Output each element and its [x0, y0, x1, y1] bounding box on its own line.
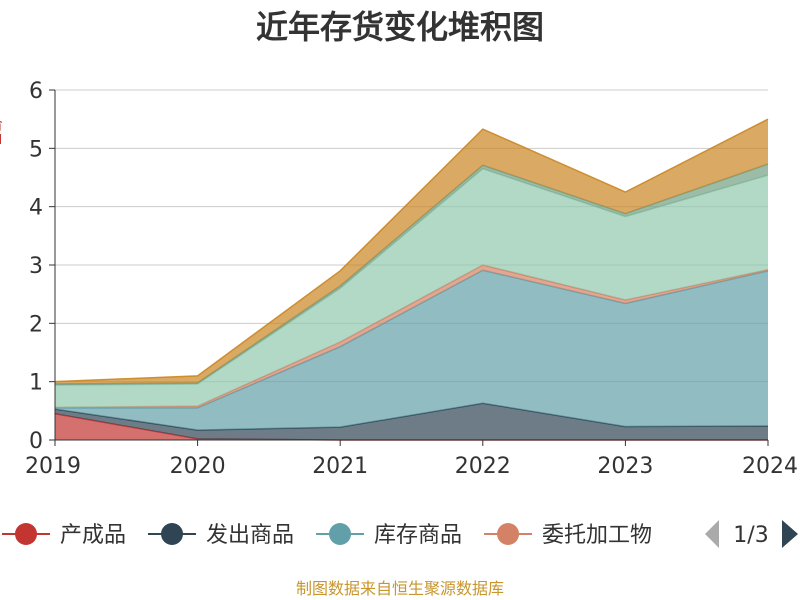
legend-page-indicator: 1/3: [733, 523, 768, 548]
y-tick-label: 5: [29, 137, 43, 162]
x-tick-label: 2020: [170, 454, 226, 479]
legend-item[interactable]: 发出商品: [148, 523, 294, 548]
legend-marker: [161, 523, 184, 545]
x-tick-label: 2021: [312, 454, 368, 479]
legend-item[interactable]: 委托加工物: [484, 523, 652, 548]
series-line-周转材料: [54, 118, 769, 383]
x-tick-label: 2022: [455, 454, 511, 479]
legend[interactable]: 产成品 发出商品 库存商品 委托加工物 1/3: [2, 520, 798, 548]
legend-next-icon[interactable]: [782, 520, 798, 548]
y-tick-label: 4: [29, 196, 43, 221]
legend-prev-icon[interactable]: [705, 520, 719, 548]
y-tick-label: 2: [29, 312, 43, 337]
legend-item[interactable]: 产成品: [2, 523, 126, 548]
x-tick-label: 2023: [597, 454, 653, 479]
area-库存商品[interactable]: [55, 270, 768, 431]
area-series: [54, 118, 769, 441]
y-tick-label: 6: [29, 79, 43, 104]
area-原材料[interactable]: [55, 168, 768, 408]
area-发出商品[interactable]: [55, 403, 768, 440]
y-tick-label: 3: [29, 254, 43, 279]
x-tick-label: 2024: [742, 454, 798, 479]
legend-marker: [329, 523, 352, 545]
legend-label: 库存商品: [374, 523, 462, 548]
legend-marker: [497, 523, 520, 545]
chart-title: 近年存货变化堆积图: [256, 8, 544, 46]
y-tick-label: 1: [29, 371, 43, 396]
legend-label: 发出商品: [206, 523, 294, 548]
x-tick-label: 2019: [25, 454, 81, 479]
axes: 0 1 2 3 4 5 6 2019 2020 2021 2022 2023 2024: [25, 79, 798, 479]
y-tick-label: 0: [29, 429, 43, 454]
legend-marker: [15, 523, 37, 545]
legend-item[interactable]: 库存商品: [316, 523, 462, 548]
area-产成品[interactable]: [55, 413, 768, 440]
legend-label: 产成品: [60, 523, 126, 548]
source-note: 制图数据来自恒生聚源数据库: [296, 579, 504, 598]
y-axis-label: 亿元: [0, 118, 2, 146]
legend-label: 委托加工物: [542, 523, 652, 548]
area-周转材料[interactable]: [55, 119, 768, 385]
